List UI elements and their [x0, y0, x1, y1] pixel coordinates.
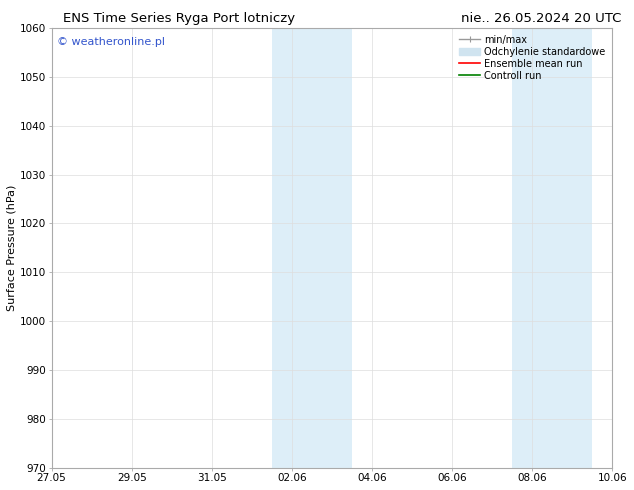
Bar: [312, 28, 352, 467]
Bar: [512, 28, 552, 467]
Bar: [272, 28, 312, 467]
Y-axis label: Surface Pressure (hPa): Surface Pressure (hPa): [7, 185, 17, 311]
Text: ENS Time Series Ryga Port lotniczy: ENS Time Series Ryga Port lotniczy: [63, 12, 295, 25]
Bar: [552, 28, 592, 467]
Text: nie.. 26.05.2024 20 UTC: nie.. 26.05.2024 20 UTC: [461, 12, 621, 25]
Text: © weatheronline.pl: © weatheronline.pl: [57, 37, 165, 47]
Legend: min/max, Odchylenie standardowe, Ensemble mean run, Controll run: min/max, Odchylenie standardowe, Ensembl…: [457, 33, 607, 83]
